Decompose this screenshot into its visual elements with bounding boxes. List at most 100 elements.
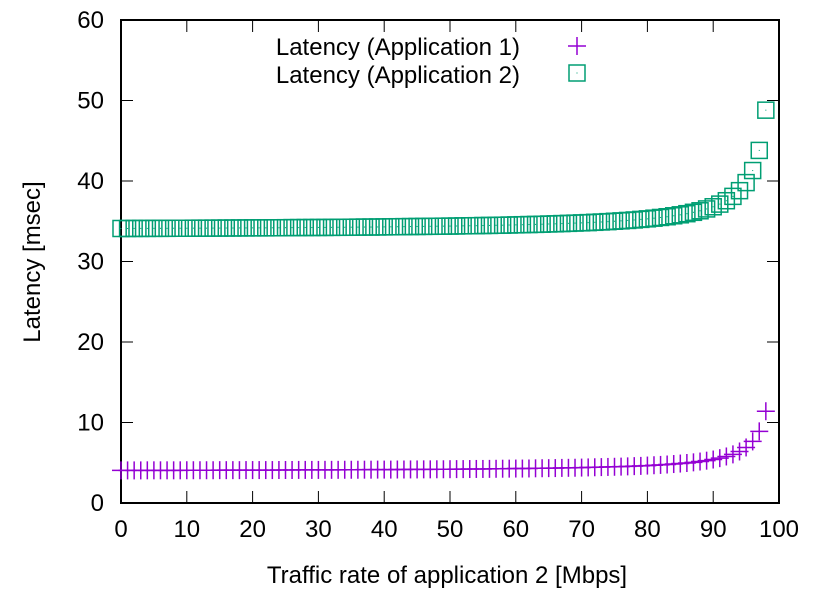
square-outline [750,141,769,160]
square-dot [396,226,398,228]
square-dot [238,227,240,229]
data-point [684,203,703,222]
data-point [671,206,690,224]
square-dot [212,227,214,229]
square-dot [660,216,662,218]
series-layer [112,101,775,480]
data-point [704,198,722,216]
data-point [757,101,775,119]
square-dot [488,224,490,226]
x-tick-label: 20 [239,516,266,543]
square-dot [416,225,418,227]
square-dot [423,225,425,227]
square-dot [561,223,563,225]
square-dot [337,226,339,228]
square-dot [173,227,175,229]
square-dot [752,170,754,172]
square-outline [743,161,762,180]
x-tick-label: 50 [437,516,464,543]
square-dot [271,227,273,229]
square-dot [225,227,227,229]
y-axis-ticks: 0 10 20 30 40 50 60 [77,7,779,517]
square-dot [199,227,201,229]
square-dot [311,227,313,229]
x-tick-label: 10 [173,516,200,543]
data-point [697,200,716,218]
square-dot [410,226,412,228]
square-dot [278,227,280,229]
legend-square [568,64,586,82]
square-dot [719,203,721,205]
x-axis-title: Traffic rate of application 2 [Mbps] [267,562,627,589]
square-dot [146,227,148,229]
data-point [678,204,696,223]
x-tick-label: 30 [305,516,332,543]
x-tick-label: 90 [700,516,727,543]
square-dot [304,227,306,229]
square-dot [679,214,681,216]
square-dot [344,226,346,228]
square-dot [515,224,517,226]
square-dot [291,227,293,229]
data-point [743,161,762,180]
series-1 [112,402,775,480]
square-dot [159,227,161,229]
square-dot [370,226,372,228]
y-tick-label: 40 [77,168,104,195]
data-point [737,173,755,192]
square-outline [737,173,755,192]
square-outline [671,206,690,224]
square-outline [658,207,676,226]
square-dot [567,222,569,224]
legend-marker-plus [568,37,586,55]
square-dot [576,72,578,74]
square-dot [482,225,484,227]
data-point [664,207,683,225]
square-outline [684,203,703,222]
data-point [743,432,762,451]
series-2 [112,101,775,238]
square-dot [706,208,708,210]
square-dot [627,219,629,221]
square-dot [383,226,385,228]
data-point [750,422,769,441]
square-dot [258,227,260,229]
square-dot [456,225,458,227]
square-dot [436,225,438,227]
square-dot [153,227,155,229]
square-dot [350,226,352,228]
square-dot [600,221,602,223]
y-tick-label: 20 [77,329,104,356]
square-dot [620,220,622,222]
legend: Latency (Application 1) Latency (Applica… [276,34,586,89]
square-dot [666,216,668,218]
square-dot [758,149,760,151]
square-dot [403,226,405,228]
y-tick-label: 50 [77,88,104,115]
square-dot [120,227,122,229]
data-point [756,402,775,421]
square-dot [581,222,583,224]
square-dot [574,222,576,224]
y-tick-label: 30 [77,249,104,276]
square-outline [568,64,586,82]
square-outline [717,191,736,210]
square-dot [331,226,333,228]
data-point [717,191,736,210]
square-dot [462,225,464,227]
square-dot [587,222,589,224]
square-dot [732,195,734,197]
square-dot [673,215,675,217]
square-dot [219,227,221,229]
square-dot [192,227,194,229]
square-dot [179,227,181,229]
square-dot [653,217,655,219]
square-dot [548,223,550,225]
x-axis-ticks: 0 10 20 30 40 50 60 70 80 90 100 [114,20,799,543]
square-dot [140,227,142,229]
data-point [750,141,769,160]
square-dot [692,211,694,213]
y-axis-title: Latency [msec] [19,181,46,342]
square-outline [724,187,742,206]
data-point [691,202,709,220]
